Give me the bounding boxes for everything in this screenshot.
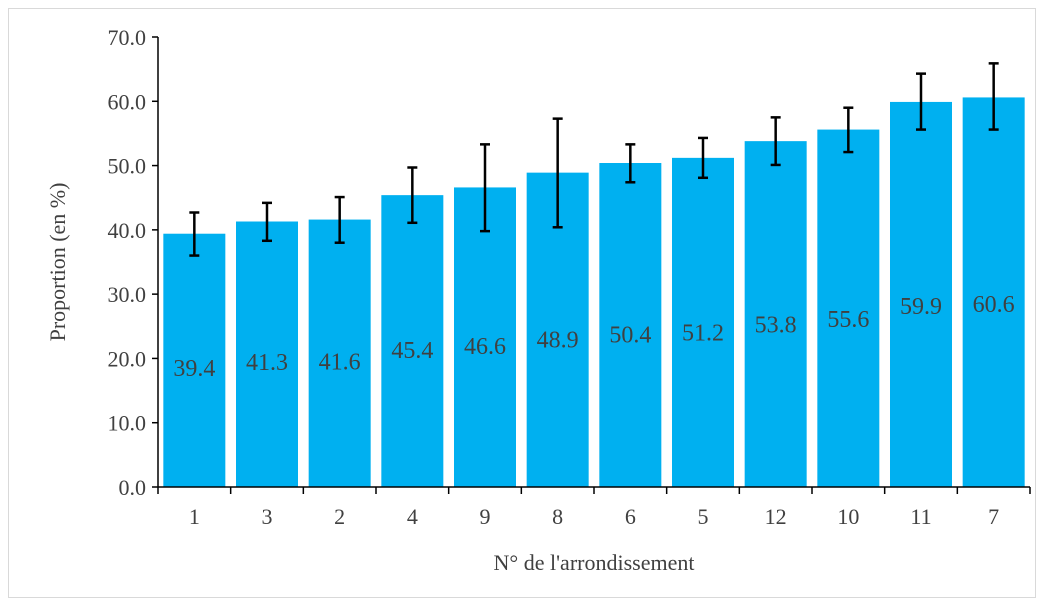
error-bar	[262, 201, 272, 243]
bar-arrondissement-10	[817, 129, 880, 488]
bar-arrondissement-5	[672, 157, 734, 487]
data-label: 59.9	[900, 294, 942, 320]
error-bar	[770, 116, 781, 167]
error-bar	[480, 143, 490, 233]
x-tick-label: 12	[765, 504, 787, 529]
y-tick-label: 30.0	[108, 282, 147, 307]
y-tick-label: 50.0	[108, 154, 147, 179]
error-bar	[916, 72, 926, 131]
bar-arrondissement-1	[163, 233, 226, 487]
y-tick-label: 10.0	[108, 411, 147, 436]
data-label: 46.6	[464, 334, 506, 360]
bar-arrondissement-4	[381, 195, 444, 487]
y-tick-label: 60.0	[108, 89, 147, 114]
x-tick-label: 3	[262, 504, 273, 529]
data-label: 48.9	[537, 327, 579, 353]
x-tick-label: 10	[837, 504, 859, 529]
x-tick-label: 5	[698, 504, 709, 529]
error-bar	[988, 62, 999, 131]
bar-arrondissement-6	[599, 163, 662, 487]
error-bar	[407, 166, 418, 225]
x-tick-label: 11	[910, 504, 931, 529]
x-tick-label: 4	[407, 504, 418, 529]
x-tick-label: 8	[552, 504, 563, 529]
error-bar	[189, 211, 200, 257]
x-tick-label: 6	[625, 504, 636, 529]
y-axis-title: Proportion (en %)	[45, 183, 70, 342]
bar-arrondissement-7	[962, 97, 1025, 487]
data-label: 41.6	[319, 349, 361, 375]
error-bar	[843, 106, 854, 154]
x-tick-label: 1	[189, 504, 200, 529]
bar-arrondissement-12	[744, 141, 807, 487]
error-bar	[334, 195, 345, 244]
data-label: 60.6	[973, 292, 1015, 318]
bar-arrondissement-2	[308, 219, 371, 488]
y-tick-label: 70.0	[108, 25, 147, 50]
data-label: 39.4	[173, 356, 215, 382]
data-label: 53.8	[755, 312, 797, 338]
x-axis-title: N° de l'arrondissement	[494, 550, 695, 575]
y-tick-label: 20.0	[108, 346, 147, 371]
y-tick-label: 40.0	[108, 218, 147, 243]
x-tick-label: 7	[988, 504, 999, 529]
bar-arrondissement-3	[236, 221, 298, 487]
data-label: 55.6	[827, 307, 869, 333]
bar-arrondissement-9	[454, 187, 516, 487]
bar-arrondissement-11	[890, 101, 952, 487]
data-label: 51.2	[682, 320, 724, 346]
data-label: 50.4	[609, 323, 651, 349]
data-label: 45.4	[391, 338, 433, 364]
data-label: 41.3	[246, 350, 288, 376]
error-bar	[552, 117, 563, 229]
error-bar	[698, 136, 708, 180]
x-tick-label: 2	[334, 504, 345, 529]
y-tick-label: 0.0	[119, 475, 147, 500]
x-tick-label: 9	[480, 504, 491, 529]
error-bar	[625, 143, 636, 184]
